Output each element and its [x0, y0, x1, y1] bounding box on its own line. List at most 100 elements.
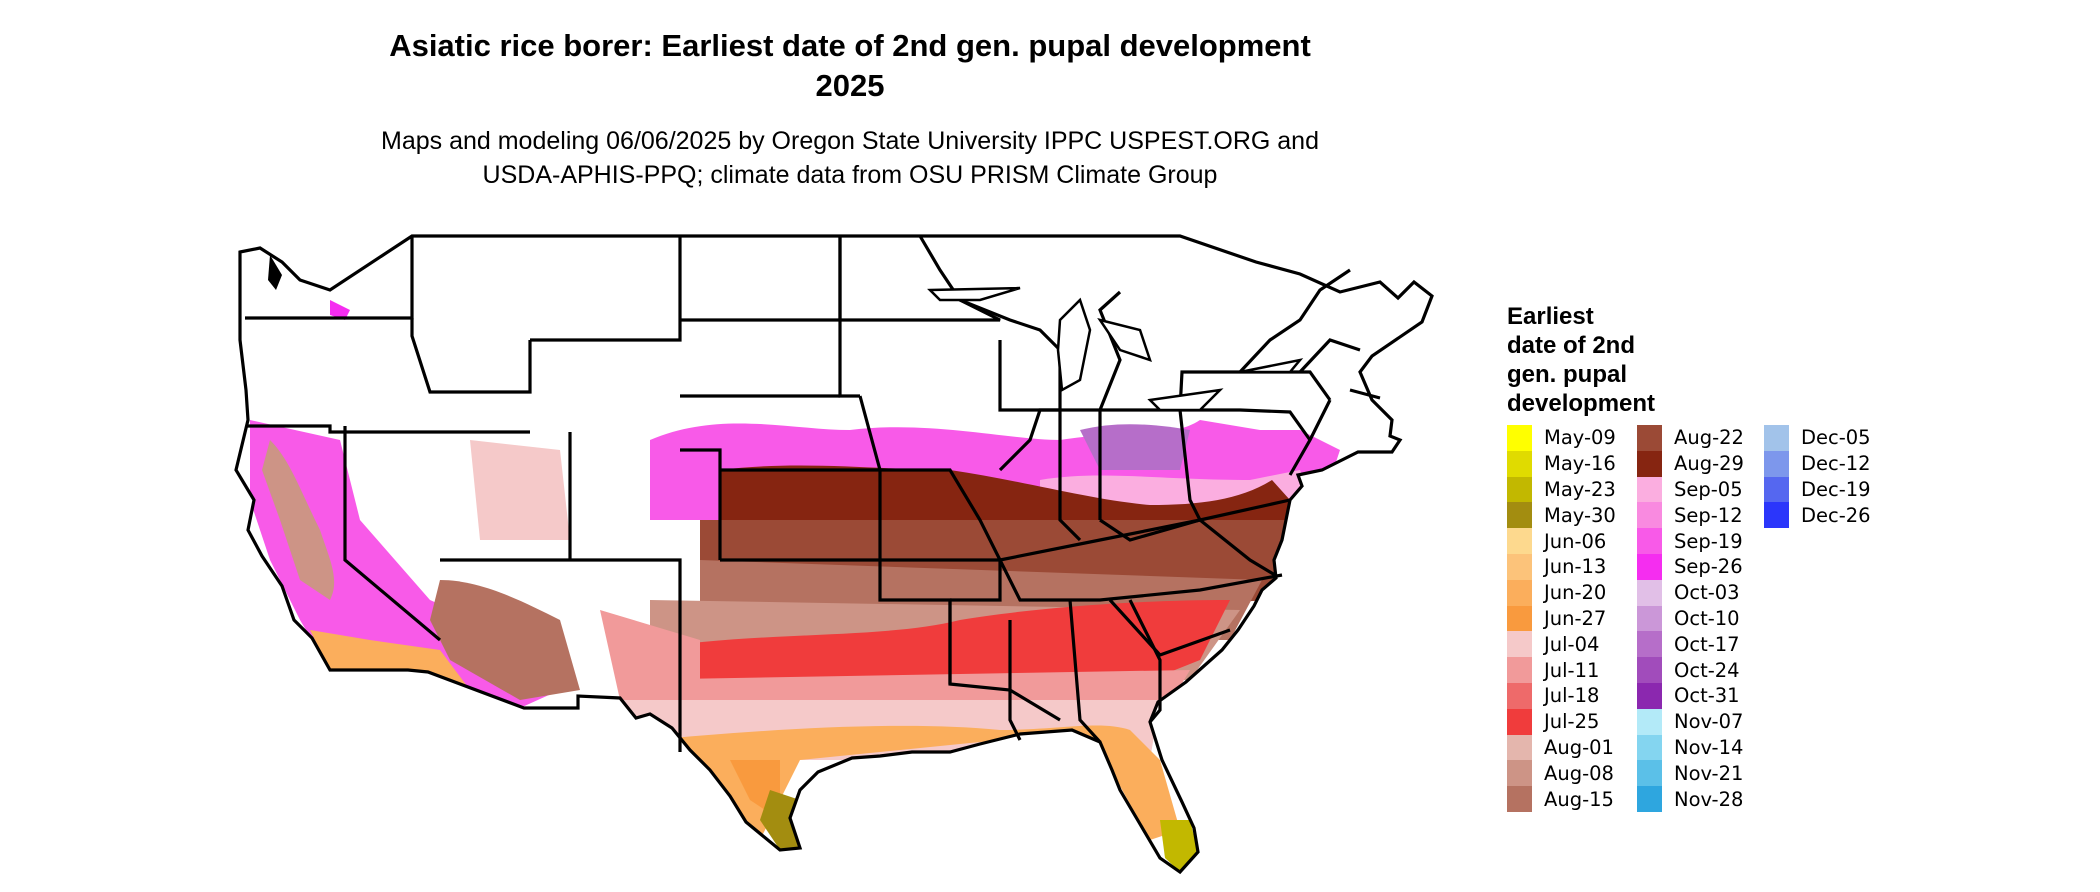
legend-item: Jun-20	[1507, 579, 1616, 606]
legend-swatch	[1507, 528, 1532, 554]
legend-swatch	[1764, 502, 1789, 529]
legend-label: May-16	[1544, 452, 1616, 476]
zone-may-23	[1160, 820, 1198, 872]
legend-swatch	[1507, 708, 1532, 735]
legend-item: Dec-19	[1764, 476, 1871, 503]
legend-item: Sep-05	[1637, 476, 1744, 503]
zone-oct-17	[1080, 424, 1190, 470]
zone-arizona	[430, 580, 580, 700]
legend-swatch	[1637, 760, 1662, 787]
legend-title: Earliest date of 2nd gen. pupal developm…	[1507, 302, 1707, 418]
legend-item: Nov-28	[1637, 786, 1744, 812]
legend-item: May-30	[1507, 502, 1616, 529]
legend-label: May-23	[1544, 477, 1616, 501]
great-lakes	[927, 286, 1304, 412]
legend-swatch	[1507, 450, 1532, 477]
legend-column-3: Dec-05 Dec-12 Dec-19 Dec-26	[1764, 425, 1871, 529]
legend-item: Jul-11	[1507, 657, 1616, 683]
legend-label: Sep-19	[1674, 529, 1743, 553]
legend-item: Sep-12	[1637, 502, 1744, 529]
legend-label: Oct-24	[1674, 658, 1740, 682]
legend-label: Dec-05	[1801, 426, 1871, 450]
legend-title-line: development	[1507, 390, 1656, 417]
legend-swatch	[1507, 682, 1532, 709]
legend-swatch	[1637, 631, 1662, 658]
legend-label: Jul-04	[1544, 632, 1600, 656]
legend-label: Nov-07	[1674, 710, 1744, 734]
legend-item: Sep-26	[1637, 553, 1744, 580]
legend-label: Sep-12	[1674, 503, 1743, 527]
legend-swatch	[1637, 682, 1662, 709]
legend-label: May-09	[1544, 426, 1616, 450]
legend-label: Dec-26	[1801, 503, 1871, 527]
legend-swatch	[1637, 605, 1662, 632]
legend-swatch	[1507, 786, 1532, 812]
legend-swatch	[1507, 502, 1532, 529]
legend-swatch	[1507, 553, 1532, 580]
legend-swatch	[1507, 760, 1532, 787]
legend-swatch	[1507, 734, 1532, 761]
legend-item: Oct-31	[1637, 682, 1744, 709]
legend-label: Dec-12	[1801, 452, 1871, 476]
legend-item: Jun-13	[1507, 553, 1616, 580]
legend-column-1: May-09 May-16 May-23 May-30 Jun-06 Jun-13 Jun-…	[1507, 425, 1616, 812]
map-subtitle-line-1: Maps and modeling 06/06/2025 by Oregon S…	[381, 127, 1319, 155]
legend-swatch	[1637, 579, 1662, 606]
legend-item: Nov-07	[1637, 708, 1744, 735]
legend-title-line: date of 2nd	[1507, 332, 1636, 359]
legend-label: May-30	[1544, 503, 1616, 527]
legend-label: Oct-31	[1674, 684, 1740, 708]
legend-label: Aug-08	[1544, 761, 1614, 785]
zone-utah-plateau	[470, 440, 570, 540]
legend-label: Sep-26	[1674, 555, 1743, 579]
legend-label: Dec-19	[1801, 477, 1871, 501]
legend-swatch	[1637, 553, 1662, 580]
legend-item: May-16	[1507, 450, 1616, 477]
legend-label: Jul-25	[1544, 710, 1600, 734]
legend-item: Jul-18	[1507, 682, 1616, 709]
map-title-line-2: 2025	[815, 68, 885, 103]
legend-label: Nov-28	[1674, 787, 1744, 811]
legend-item: Jul-04	[1507, 631, 1616, 658]
legend-item: Aug-01	[1507, 734, 1616, 761]
legend-label: Jul-18	[1544, 684, 1600, 708]
legend-swatch	[1637, 786, 1662, 812]
legend-item: Aug-29	[1637, 450, 1744, 477]
legend-swatch	[1637, 425, 1662, 451]
legend-swatch	[1507, 476, 1532, 503]
legend-item: Dec-12	[1764, 450, 1871, 477]
legend-swatch	[1637, 502, 1662, 529]
legend-swatch	[1637, 450, 1662, 477]
legend-item: Dec-05	[1764, 425, 1871, 451]
legend-label: Jul-11	[1544, 658, 1600, 682]
legend-item: Sep-19	[1637, 528, 1744, 554]
map-title: Asiatic rice borer: Earliest date of 2nd…	[0, 26, 1700, 106]
legend-label: Oct-10	[1674, 606, 1740, 630]
legend-item: Jun-06	[1507, 528, 1616, 554]
legend-item: Jun-27	[1507, 605, 1616, 632]
legend-label: Jun-06	[1544, 529, 1607, 553]
legend-label: Jun-27	[1544, 606, 1607, 630]
legend-label: Aug-15	[1544, 787, 1614, 811]
legend-label: Aug-01	[1544, 735, 1614, 759]
legend-label: Nov-14	[1674, 735, 1744, 759]
map-subtitle: Maps and modeling 06/06/2025 by Oregon S…	[0, 124, 1700, 192]
zone-jun-20	[650, 725, 1180, 840]
legend-label: Aug-29	[1674, 452, 1744, 476]
legend-title-line: gen. pupal	[1507, 361, 1627, 388]
legend-item: Oct-10	[1637, 605, 1744, 632]
legend-swatch	[1764, 425, 1789, 451]
legend-label: Nov-21	[1674, 761, 1744, 785]
zone-west-tx	[600, 610, 700, 700]
legend-label: Sep-05	[1674, 477, 1743, 501]
legend-swatch	[1507, 579, 1532, 606]
legend-item: Aug-08	[1507, 760, 1616, 787]
legend-item: Aug-22	[1637, 425, 1744, 451]
legend-item: Aug-15	[1507, 786, 1616, 812]
puget-sound	[268, 255, 282, 290]
legend-item: Jul-25	[1507, 708, 1616, 735]
legend-swatch	[1764, 450, 1789, 477]
legend-swatch	[1637, 476, 1662, 503]
legend-item: Nov-14	[1637, 734, 1744, 761]
zone-pacific-nw-spot	[330, 300, 350, 320]
